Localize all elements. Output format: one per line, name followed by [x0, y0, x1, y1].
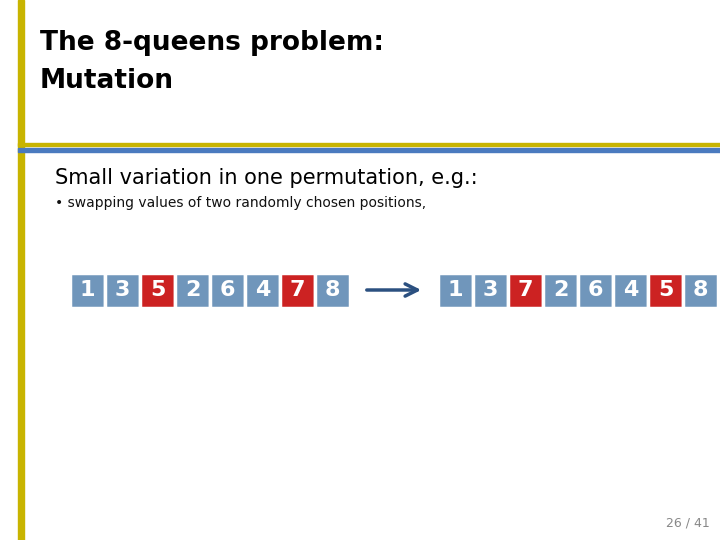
Text: 5: 5 [658, 280, 673, 300]
Text: 6: 6 [220, 280, 235, 300]
Text: • swapping values of two randomly chosen positions,: • swapping values of two randomly chosen… [55, 196, 426, 210]
Text: 2: 2 [553, 280, 568, 300]
Text: The 8-queens problem:: The 8-queens problem: [40, 30, 384, 56]
Text: 5: 5 [150, 280, 165, 300]
Text: 7: 7 [289, 280, 305, 300]
FancyBboxPatch shape [648, 273, 683, 307]
Text: 4: 4 [623, 280, 638, 300]
FancyBboxPatch shape [508, 273, 543, 307]
FancyBboxPatch shape [543, 273, 578, 307]
Bar [18, 0, 24, 540]
Text: 1: 1 [448, 280, 463, 300]
Text: 3: 3 [483, 280, 498, 300]
FancyBboxPatch shape [105, 273, 140, 307]
FancyBboxPatch shape [613, 273, 648, 307]
FancyBboxPatch shape [210, 273, 245, 307]
Text: 1: 1 [80, 280, 95, 300]
FancyBboxPatch shape [280, 273, 315, 307]
Text: Small variation in one permutation, e.g.:: Small variation in one permutation, e.g.… [55, 168, 477, 188]
Text: 3: 3 [114, 280, 130, 300]
FancyBboxPatch shape [245, 273, 280, 307]
Text: 4: 4 [255, 280, 270, 300]
Bar [18, 148, 720, 152]
Text: 8: 8 [325, 280, 341, 300]
Text: 6: 6 [588, 280, 603, 300]
Text: Mutation: Mutation [40, 68, 174, 94]
FancyBboxPatch shape [315, 273, 350, 307]
FancyBboxPatch shape [473, 273, 508, 307]
FancyBboxPatch shape [70, 273, 105, 307]
Bar [18, 143, 720, 146]
FancyBboxPatch shape [683, 273, 718, 307]
Text: 26 / 41: 26 / 41 [666, 517, 710, 530]
FancyBboxPatch shape [438, 273, 473, 307]
FancyBboxPatch shape [140, 273, 175, 307]
Text: 2: 2 [185, 280, 200, 300]
Text: 7: 7 [518, 280, 534, 300]
FancyBboxPatch shape [175, 273, 210, 307]
FancyBboxPatch shape [578, 273, 613, 307]
Text: 8: 8 [693, 280, 708, 300]
